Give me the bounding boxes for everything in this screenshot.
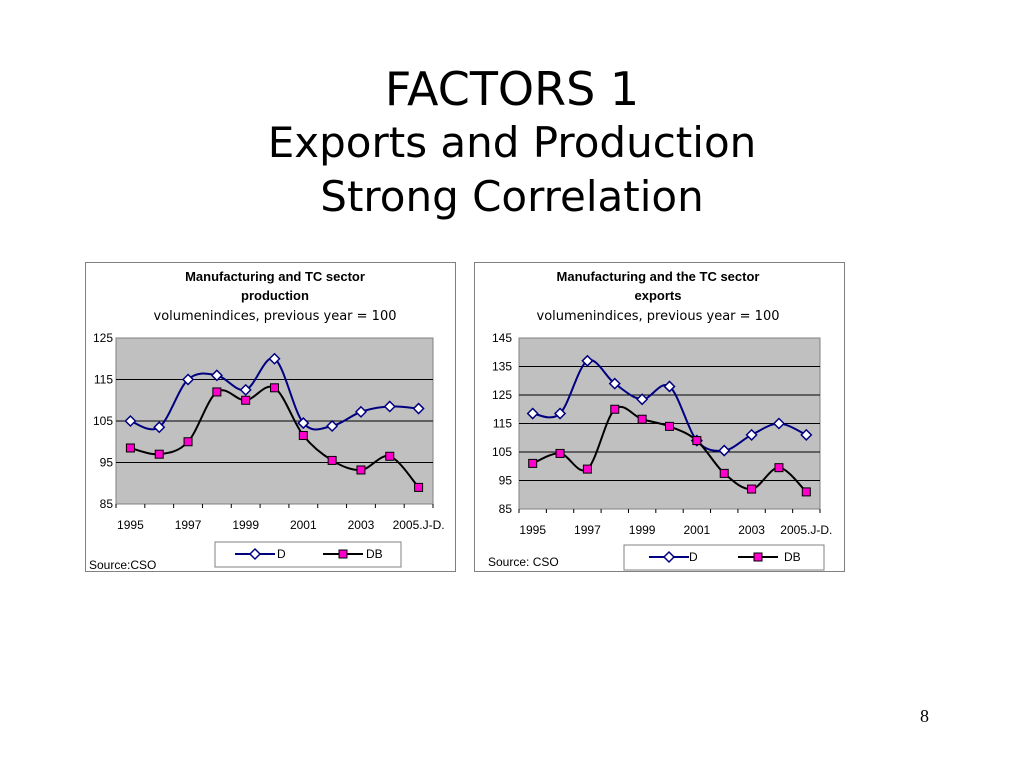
point-d	[383, 400, 396, 413]
point-d	[326, 419, 339, 433]
chart-title-line2: exports	[635, 288, 682, 303]
x-tick-label: 2003	[738, 523, 765, 537]
y-tick-label: 105	[492, 445, 512, 459]
chart-title-line1: Manufacturing and TC sector	[185, 269, 365, 284]
x-tick-label: 2001	[290, 518, 317, 532]
chart-title-line2: production	[241, 288, 309, 303]
point-d	[181, 373, 195, 386]
point-d	[553, 407, 567, 420]
y-tick-label: 85	[499, 502, 513, 516]
point-db	[555, 448, 565, 458]
slide-subtitle-line2: Strong Correlation	[320, 172, 704, 221]
y-tick-label: 145	[492, 331, 512, 345]
legend-db-label: DB	[784, 550, 801, 564]
production-chart: Manufacturing and TC sector production v…	[85, 262, 456, 572]
point-d	[772, 417, 786, 430]
point-db	[414, 482, 424, 492]
point-d	[663, 380, 676, 393]
y-tick-label: 115	[493, 417, 512, 431]
point-db	[212, 387, 222, 397]
page-number: 8	[920, 706, 929, 726]
point-db	[241, 395, 251, 405]
slide-title-block: FACTORS 1 Exports and Production Strong …	[0, 62, 1024, 224]
x-tick-label: 2001	[684, 523, 711, 537]
y-tick-label: 95	[100, 456, 114, 470]
point-d	[124, 414, 137, 428]
point-db	[356, 465, 366, 475]
point-d	[354, 405, 368, 418]
x-tick-label: 1999	[232, 518, 259, 532]
x-tick-label: 1995	[117, 518, 144, 532]
point-d	[800, 428, 813, 441]
point-db	[692, 436, 702, 446]
point-db	[327, 455, 337, 465]
y-tick-label: 125	[93, 331, 113, 345]
chart-source: Source:CSO	[89, 558, 156, 572]
x-tick-label: 2005.J-D.	[780, 523, 832, 537]
chart-title-line1: Manufacturing and the TC sector	[557, 269, 760, 284]
y-tick-label: 105	[93, 414, 113, 428]
y-tick-label: 135	[492, 360, 512, 374]
x-tick-label: 2003	[348, 518, 375, 532]
y-tick-label: 115	[94, 373, 113, 387]
legend-db-marker	[338, 549, 348, 559]
point-db	[774, 463, 784, 473]
point-db	[665, 421, 674, 431]
point-db	[801, 487, 811, 497]
point-db	[637, 414, 647, 424]
point-d	[581, 354, 594, 367]
y-tick-label: 85	[100, 497, 114, 511]
legend-d-label: D	[689, 550, 698, 564]
legend-box	[214, 541, 402, 568]
point-db	[183, 437, 193, 447]
legend-d-label: D	[277, 547, 286, 561]
point-db	[154, 449, 164, 459]
point-d	[412, 402, 425, 415]
x-tick-label: 1997	[574, 523, 601, 537]
point-db	[582, 464, 592, 474]
point-db	[125, 443, 135, 453]
point-d	[745, 428, 758, 441]
point-d	[718, 444, 731, 457]
point-db	[747, 484, 757, 494]
exports-chart: Manufacturing and the TC sector exports …	[474, 262, 845, 572]
point-d	[608, 377, 621, 390]
point-db	[528, 458, 538, 468]
chart-source: Source: CSO	[488, 555, 559, 569]
point-db	[298, 431, 308, 441]
point-d	[526, 407, 539, 420]
x-tick-label: 1999	[629, 523, 656, 537]
point-d	[636, 393, 649, 406]
x-tick-label: 1995	[519, 523, 546, 537]
y-tick-label: 125	[492, 388, 512, 402]
point-db	[610, 404, 620, 414]
slide-title: FACTORS 1	[384, 62, 640, 116]
point-d	[239, 383, 252, 396]
point-db	[385, 451, 395, 461]
point-db	[719, 468, 729, 478]
point-d	[210, 369, 223, 382]
legend-db-label: DB	[366, 547, 383, 561]
point-d	[297, 417, 310, 430]
x-tick-label: 2005.J-D.	[393, 518, 445, 532]
point-db	[270, 383, 279, 393]
point-d	[268, 352, 281, 365]
point-d	[153, 421, 166, 434]
legend-d-marker	[662, 550, 676, 564]
legend-d-marker	[248, 547, 262, 561]
chart-subtitle: volumenindices, previous year = 100	[154, 309, 397, 324]
chart-subtitle: volumenindices, previous year = 100	[537, 309, 780, 324]
y-tick-label: 95	[499, 474, 513, 488]
x-tick-label: 1997	[175, 518, 202, 532]
slide-subtitle-line1: Exports and Production	[267, 118, 757, 167]
legend-db-marker	[753, 552, 763, 562]
